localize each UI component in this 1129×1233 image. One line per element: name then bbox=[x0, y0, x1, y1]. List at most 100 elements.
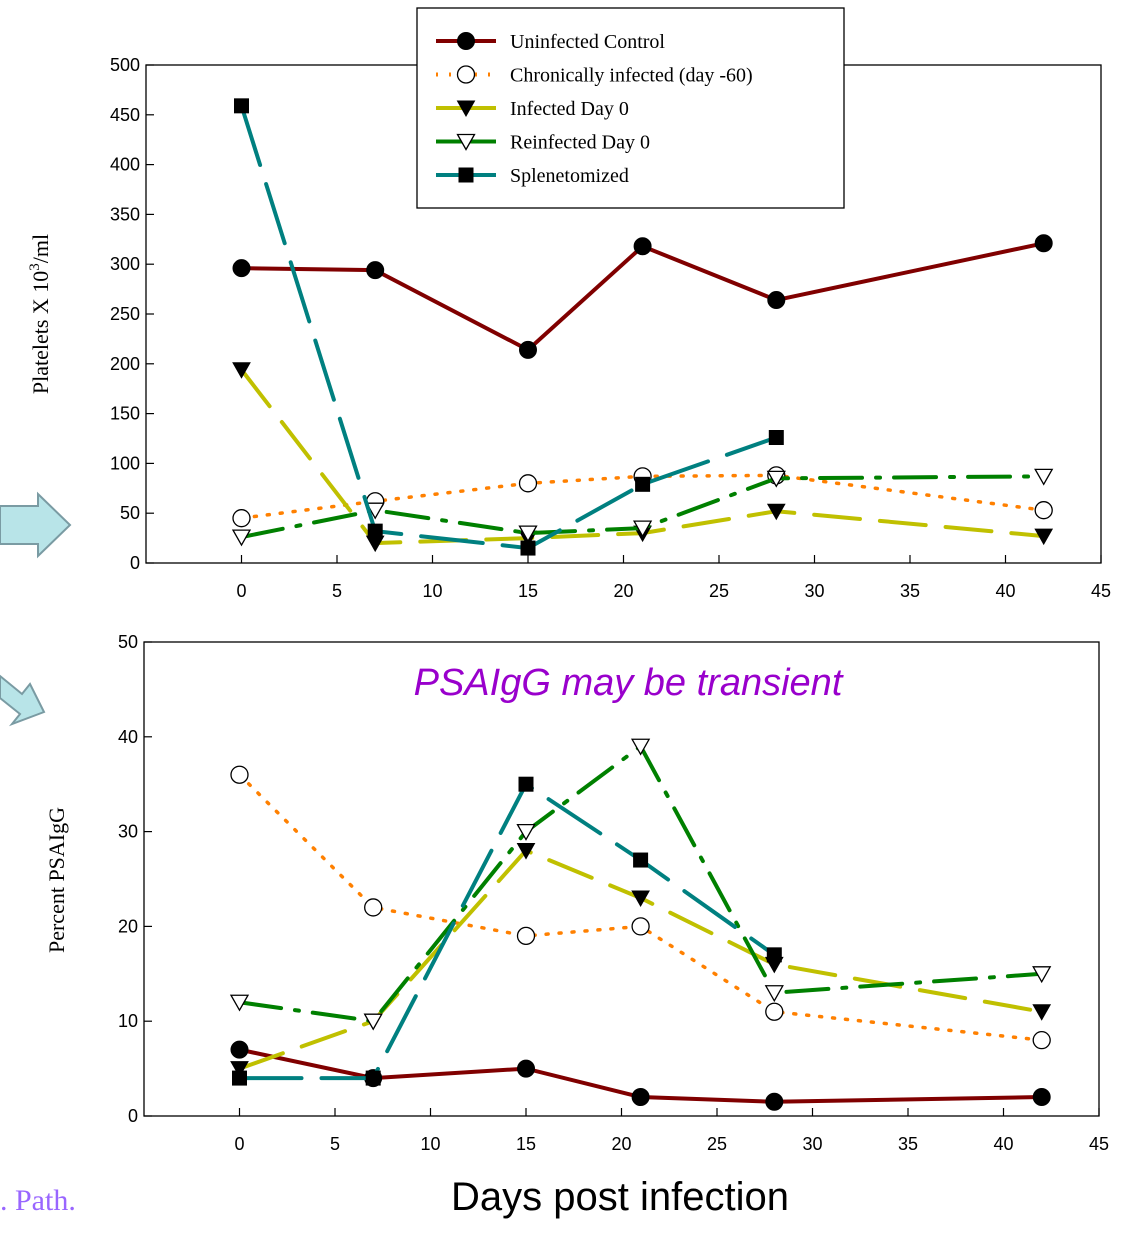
series-infected-day-0 bbox=[230, 843, 1052, 1078]
data-point bbox=[518, 525, 538, 543]
data-point bbox=[518, 776, 534, 792]
data-point bbox=[230, 1040, 249, 1059]
data-point bbox=[366, 261, 385, 280]
legend-item-reinfected-day-0: Reinfected Day 0 bbox=[436, 132, 650, 154]
y-tick-label: 350 bbox=[110, 204, 140, 224]
series-uninfected-control bbox=[230, 1040, 1051, 1111]
x-tick-label: 35 bbox=[898, 1134, 918, 1154]
x-tick-label: 45 bbox=[1089, 1134, 1109, 1154]
data-point bbox=[1034, 234, 1053, 253]
data-point bbox=[363, 1013, 383, 1031]
legend-label: Chronically infected (day -60) bbox=[510, 65, 753, 87]
data-point bbox=[516, 843, 536, 860]
legend-label: Reinfected Day 0 bbox=[510, 132, 650, 154]
y-tick-label: 500 bbox=[110, 55, 140, 75]
data-point bbox=[517, 1059, 535, 1078]
arrow-icon-bottom bbox=[0, 674, 46, 727]
legend-marker bbox=[458, 167, 474, 183]
series-line bbox=[237, 848, 1044, 1071]
legend-item-uninfected-control: Uninfected Control bbox=[436, 31, 665, 53]
x-tick-label: 15 bbox=[518, 581, 538, 601]
data-point bbox=[764, 985, 784, 1003]
x-tick-label: 10 bbox=[422, 581, 442, 601]
series-group bbox=[229, 738, 1052, 1111]
x-tick-label: 15 bbox=[516, 1134, 536, 1154]
data-point bbox=[1032, 1088, 1051, 1107]
x-tick-label: 30 bbox=[804, 581, 824, 601]
data-point bbox=[367, 523, 383, 539]
data-point bbox=[232, 1070, 247, 1086]
data-point bbox=[765, 1092, 784, 1111]
data-point bbox=[768, 430, 784, 446]
data-point bbox=[766, 503, 786, 521]
x-axis-title: Days post infection bbox=[451, 1175, 789, 1219]
series-line bbox=[239, 241, 1046, 353]
x-tick-label: 10 bbox=[420, 1134, 440, 1154]
y-axis-label: Percent PSAIgG bbox=[44, 807, 69, 953]
citation-text: . Path. bbox=[0, 1184, 76, 1217]
legend-marker bbox=[456, 133, 476, 151]
data-point bbox=[232, 509, 251, 528]
x-tick-label: 5 bbox=[332, 581, 342, 601]
data-point bbox=[365, 502, 385, 520]
data-point bbox=[767, 291, 786, 310]
y-tick-label: 0 bbox=[130, 553, 140, 573]
data-point bbox=[230, 765, 249, 784]
y-tick-label: 100 bbox=[110, 453, 140, 473]
data-point bbox=[229, 994, 250, 1012]
series-reinfected-day-0 bbox=[231, 468, 1054, 547]
series-line bbox=[237, 743, 1044, 1024]
legend-label: Uninfected Control bbox=[510, 31, 665, 53]
data-point bbox=[631, 1088, 650, 1107]
legend-item-splenetomized: Splenetomized bbox=[436, 165, 629, 187]
data-point bbox=[520, 540, 536, 556]
data-point bbox=[632, 520, 653, 538]
y-tick-label: 40 bbox=[118, 727, 138, 747]
data-point bbox=[1032, 966, 1052, 984]
y-tick-label: 200 bbox=[110, 354, 140, 374]
series-line bbox=[239, 474, 1046, 540]
x-tick-label: 40 bbox=[993, 1134, 1013, 1154]
x-axis-ticks: 0 5 10 15 20 25 30 35 40 45 bbox=[236, 555, 1111, 601]
plot-frame bbox=[143, 641, 1100, 1117]
arrow-icon-top bbox=[0, 491, 72, 559]
y-tick-label: 30 bbox=[118, 822, 138, 842]
data-point bbox=[630, 738, 651, 756]
x-tick-label: 25 bbox=[709, 581, 729, 601]
chart-annotation: PSAIgG may be transient bbox=[414, 662, 844, 704]
y-tick-label: 400 bbox=[110, 155, 140, 175]
series-uninfected-control bbox=[232, 234, 1053, 359]
x-tick-label: 25 bbox=[707, 1134, 727, 1154]
y-tick-label: 300 bbox=[110, 254, 140, 274]
series-line bbox=[237, 772, 1044, 1042]
series-chronically-infected-day-60 bbox=[230, 765, 1051, 1050]
x-tick-label: 20 bbox=[613, 581, 633, 601]
data-point bbox=[1034, 528, 1054, 546]
x-tick-label: 0 bbox=[234, 1134, 244, 1154]
data-point bbox=[230, 1061, 249, 1078]
series-splenetomized bbox=[234, 98, 784, 556]
data-point bbox=[234, 98, 249, 114]
y-axis-ticks: 0 50 100 150 200 250 300 350 400 450 500 bbox=[110, 55, 154, 573]
legend-label: Infected Day 0 bbox=[510, 98, 629, 120]
y-axis-ticks: 0 10 20 30 40 50 bbox=[118, 632, 152, 1126]
data-point bbox=[633, 237, 652, 256]
legend-item-infected-day-0: Infected Day 0 bbox=[436, 98, 629, 120]
data-point bbox=[516, 823, 536, 841]
legend-marker bbox=[457, 32, 475, 50]
data-point bbox=[1034, 468, 1054, 486]
x-tick-label: 45 bbox=[1091, 581, 1111, 601]
series-group bbox=[231, 98, 1054, 556]
data-point bbox=[231, 529, 252, 547]
x-axis-ticks: 0 5 10 15 20 25 30 35 40 45 bbox=[234, 1108, 1109, 1154]
y-tick-label: 50 bbox=[118, 632, 138, 652]
data-point bbox=[635, 476, 651, 492]
series-splenetomized bbox=[232, 776, 782, 1086]
x-tick-label: 35 bbox=[900, 581, 920, 601]
data-point bbox=[232, 259, 251, 278]
y-axis-label: Platelets X 103/ml bbox=[27, 234, 53, 394]
data-point bbox=[364, 898, 383, 917]
data-point bbox=[365, 1070, 381, 1086]
x-tick-label: 5 bbox=[330, 1134, 340, 1154]
data-point bbox=[766, 470, 786, 488]
